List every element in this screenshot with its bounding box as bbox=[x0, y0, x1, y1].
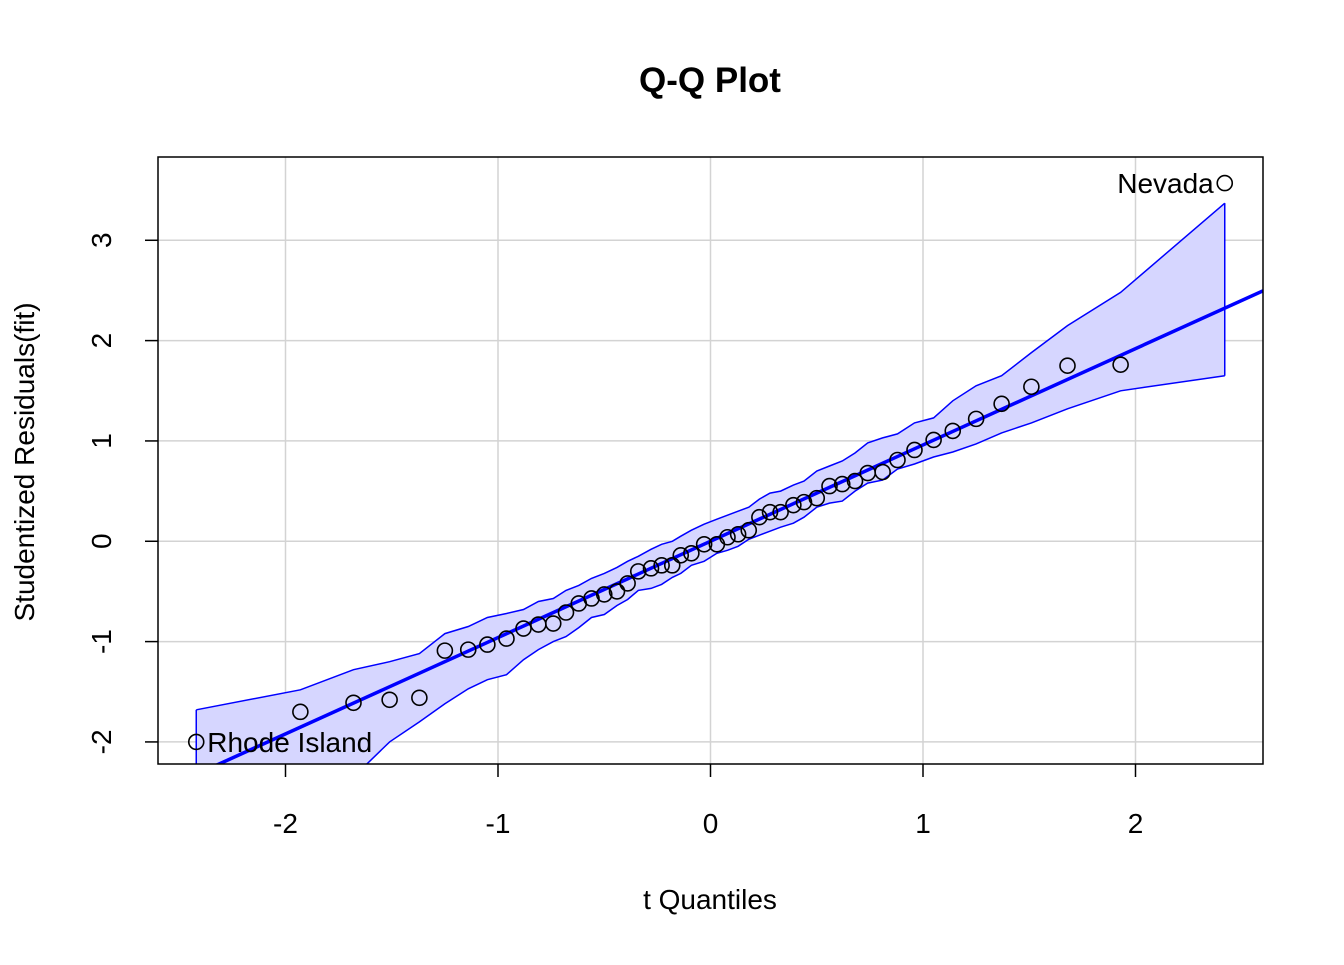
x-axis: -2 -1 0 1 2 bbox=[273, 764, 1143, 839]
confidence-band-lower bbox=[365, 374, 1225, 764]
data-point bbox=[583, 590, 600, 607]
confidence-band bbox=[195, 202, 1226, 764]
data-point bbox=[795, 493, 813, 511]
data-point bbox=[187, 733, 205, 751]
y-tick-label: -2 bbox=[86, 729, 117, 754]
data-point bbox=[1216, 174, 1234, 192]
data-point bbox=[695, 535, 713, 553]
data-point bbox=[672, 547, 690, 564]
data-point bbox=[993, 395, 1010, 413]
data-point bbox=[740, 521, 758, 539]
data-point bbox=[663, 557, 681, 574]
x-axis-label: t Quantiles bbox=[643, 884, 777, 915]
x-tick-label: 2 bbox=[1128, 808, 1144, 839]
chart-title: Q-Q Plot bbox=[639, 61, 781, 100]
y-tick-label: 2 bbox=[86, 333, 117, 349]
data-point bbox=[874, 463, 891, 481]
data-point bbox=[557, 604, 575, 621]
data-point bbox=[629, 563, 647, 580]
data-point bbox=[846, 472, 864, 490]
y-tick-label: 3 bbox=[86, 232, 117, 248]
data-point bbox=[719, 528, 736, 546]
data-point bbox=[821, 477, 838, 495]
data-point bbox=[683, 545, 700, 562]
data-point bbox=[944, 422, 962, 440]
data-point bbox=[411, 689, 428, 707]
x-tick-label: -1 bbox=[486, 808, 511, 839]
x-tick-label: 1 bbox=[915, 808, 931, 839]
data-point bbox=[498, 630, 515, 647]
data-point bbox=[381, 691, 398, 709]
y-axis-label: Studentized Residuals(fit) bbox=[9, 302, 40, 621]
data-point bbox=[772, 503, 789, 521]
data-point bbox=[967, 410, 985, 428]
data-point bbox=[515, 620, 532, 637]
x-tick-label: 0 bbox=[703, 808, 719, 839]
data-point bbox=[906, 441, 923, 459]
point-labels-layer: Rhode Island Nevada bbox=[207, 168, 1214, 758]
data-point bbox=[833, 475, 851, 493]
points-layer bbox=[187, 174, 1234, 751]
data-point bbox=[785, 496, 802, 514]
data-point bbox=[619, 575, 636, 592]
data-point bbox=[751, 508, 768, 526]
y-axis: -2 -1 0 1 2 3 bbox=[86, 232, 158, 754]
data-point bbox=[761, 503, 779, 521]
x-tick-label: -2 bbox=[273, 808, 298, 839]
data-point bbox=[595, 586, 613, 603]
data-point bbox=[608, 583, 626, 600]
data-point bbox=[653, 557, 670, 574]
data-point bbox=[459, 641, 477, 658]
data-point bbox=[292, 703, 309, 721]
point-label: Nevada bbox=[1117, 168, 1214, 199]
data-point bbox=[642, 560, 660, 577]
data-point bbox=[345, 694, 362, 712]
y-tick-label: 0 bbox=[86, 533, 117, 549]
point-label: Rhode Island bbox=[207, 727, 372, 758]
data-point bbox=[436, 642, 454, 659]
data-point bbox=[925, 431, 942, 449]
y-tick-label: -1 bbox=[86, 629, 117, 654]
data-point bbox=[544, 615, 562, 632]
confidence-band-fill bbox=[196, 203, 1225, 764]
confidence-band-upper bbox=[196, 202, 1226, 711]
y-tick-label: 1 bbox=[86, 433, 117, 449]
data-point bbox=[1059, 357, 1076, 374]
data-point bbox=[808, 489, 826, 507]
data-point bbox=[479, 636, 496, 653]
data-point bbox=[729, 525, 747, 543]
data-point bbox=[1023, 378, 1040, 396]
data-point bbox=[889, 451, 906, 469]
data-point bbox=[1112, 356, 1129, 373]
